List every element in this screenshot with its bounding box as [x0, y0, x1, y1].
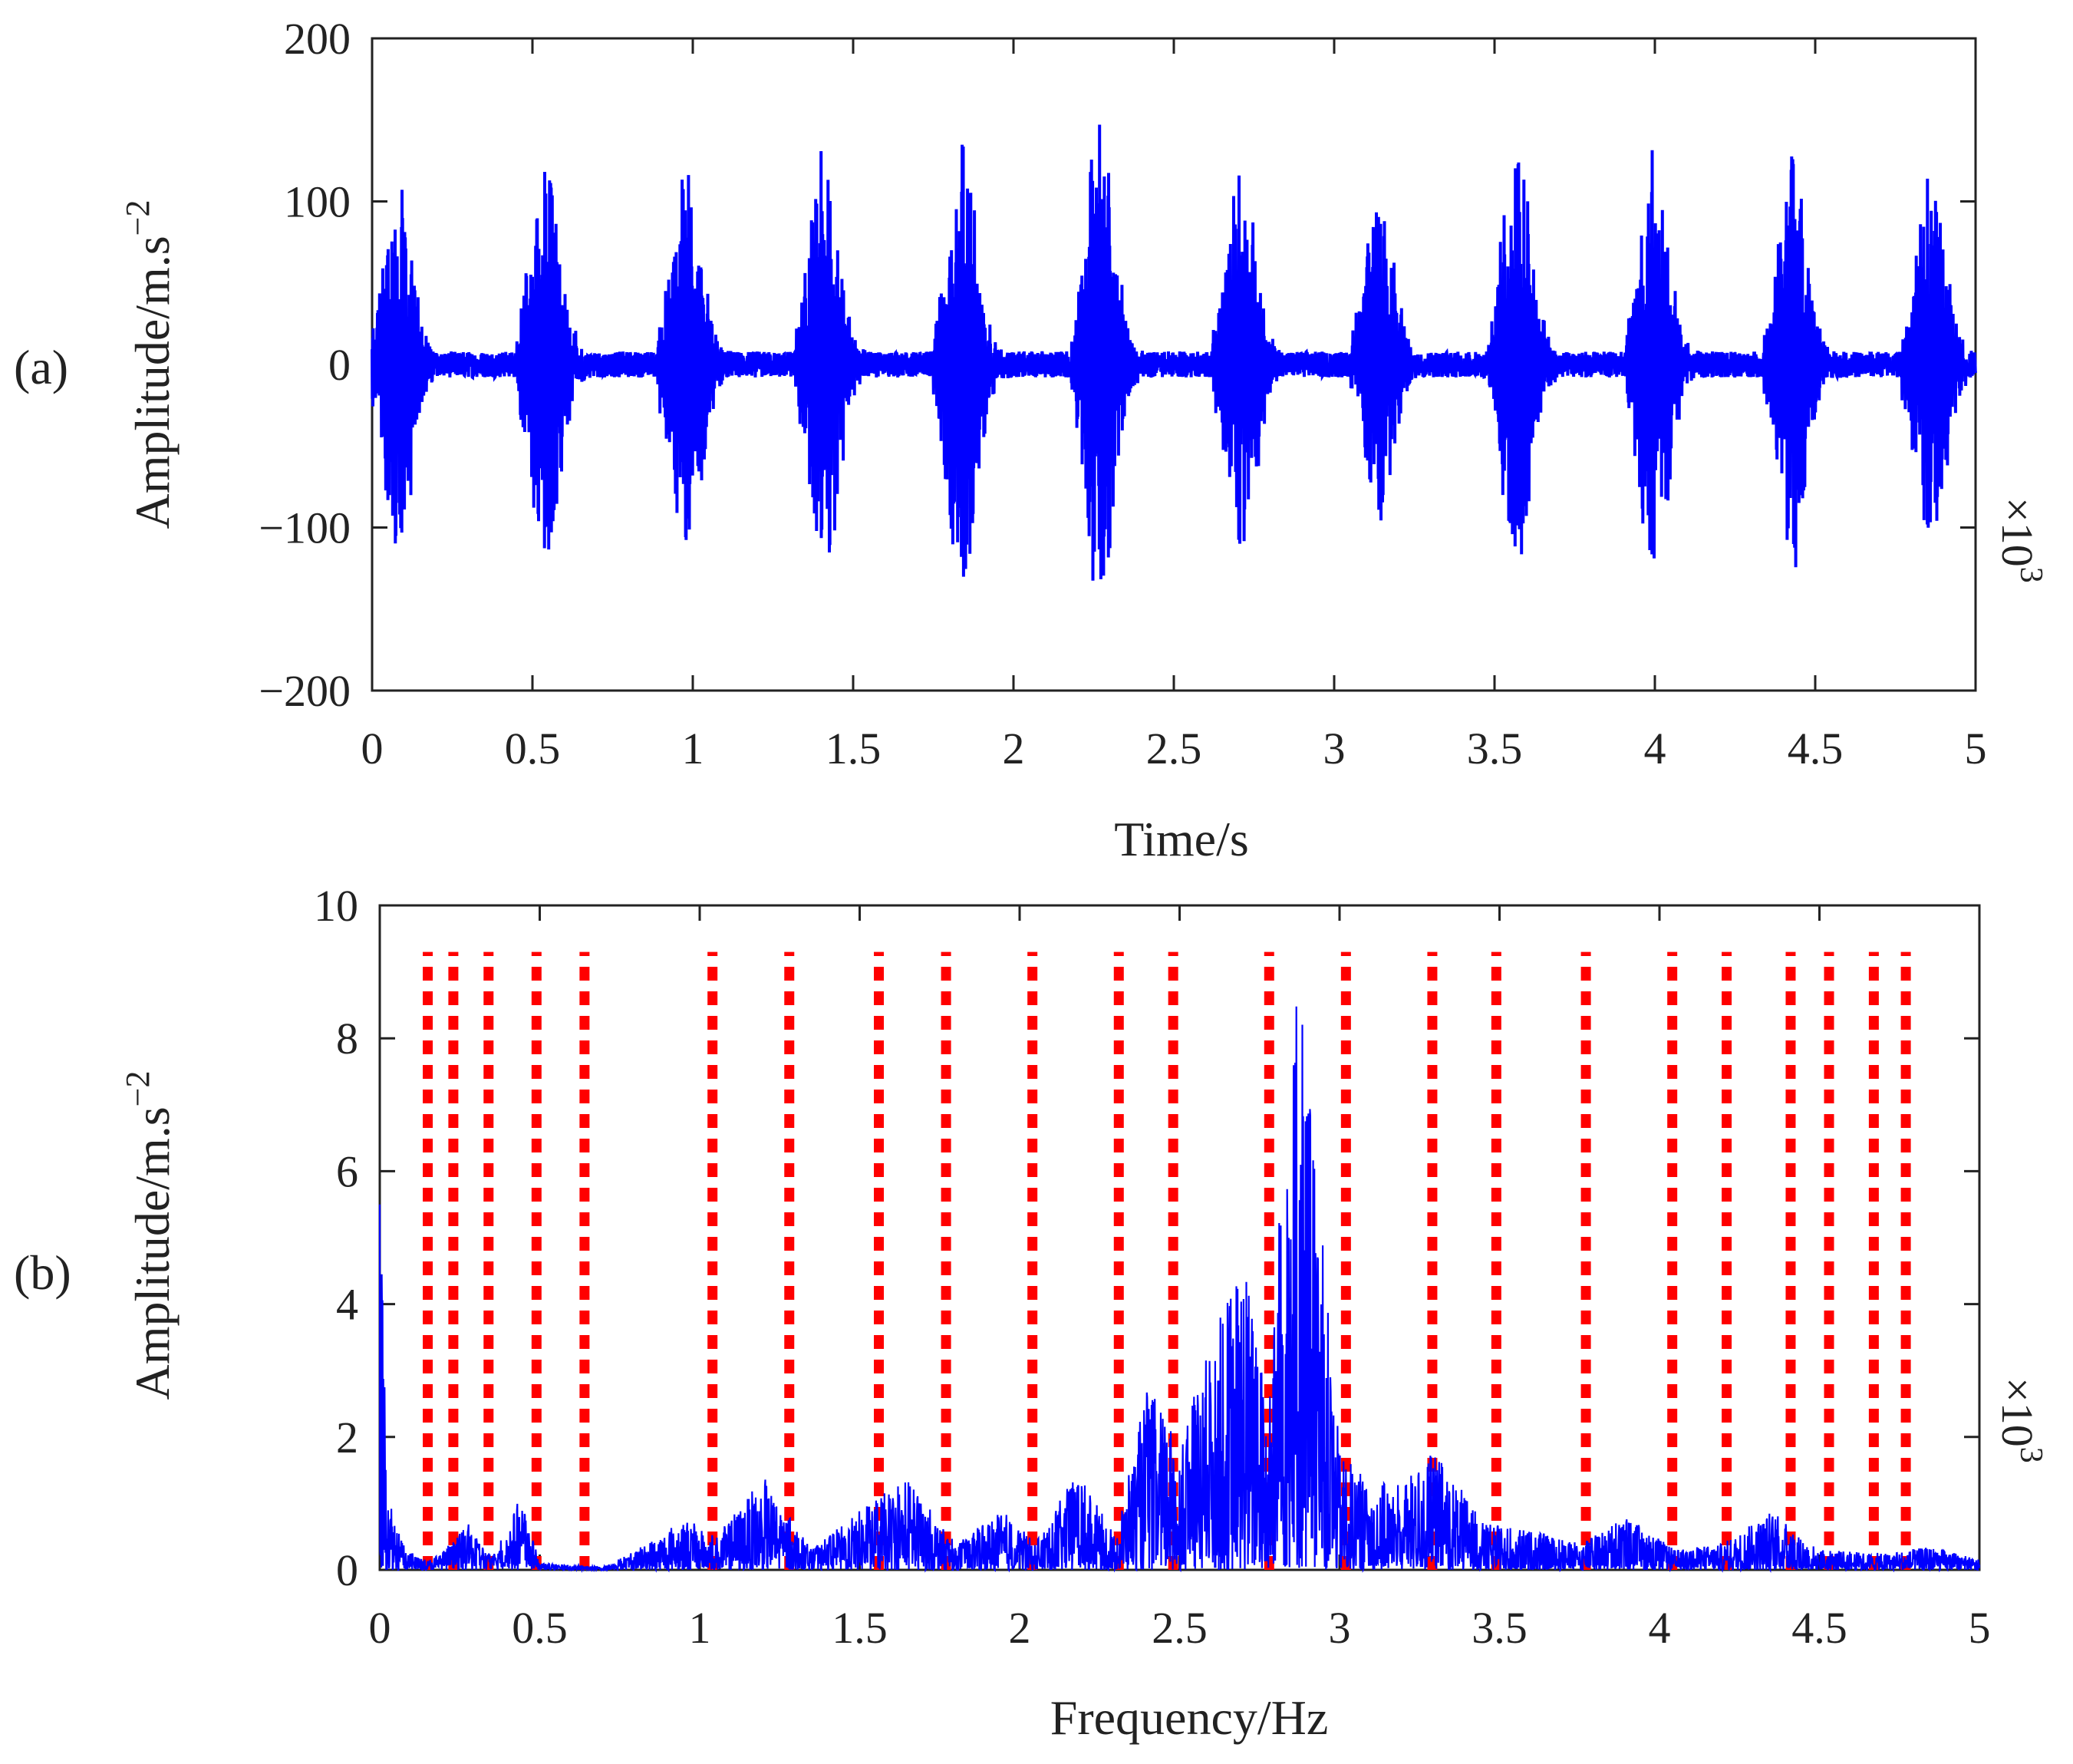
panel-a-xtick-label: 0.5: [505, 724, 561, 773]
panel-b-ytick-label: 8: [336, 1014, 358, 1063]
panel-b-spectrum-path: [378, 1006, 1981, 1574]
panel-a-xtick-label: 5: [1965, 724, 1987, 773]
panel-b-xtick-label: 2.5: [1152, 1603, 1208, 1653]
panel-b-spectrum: 0 2 4 6 8 10 0 0.5 1 1.5 2 2.5 3 3.5 4 4.5 5 (b) Amplit…: [14, 881, 2048, 1745]
panel-b-xtick-label: 1: [689, 1603, 711, 1653]
panel-b-ytick-label: 4: [336, 1280, 358, 1330]
panel-a-xtick-label: 4.5: [1788, 724, 1844, 773]
panel-a-ytick-label: 200: [284, 14, 351, 64]
panel-a-xtick-label: 0: [361, 724, 384, 773]
panel-b-xtick-label: 4.5: [1791, 1603, 1847, 1653]
panel-a-time-signal: −200 −100 0 100 200 0 0.5 1 1.5 2 2.5 3 3.5 4 4.5 5 (a…: [14, 14, 2048, 866]
panel-b-ytick-label: 10: [314, 881, 358, 931]
panel-b-ytick-label: 0: [336, 1545, 358, 1595]
panel-a-ytick-label: −100: [259, 503, 351, 553]
panel-b-label: (b): [14, 1245, 71, 1300]
panel-b-ytick-label: 2: [336, 1413, 358, 1462]
panel-b-xtick-label: 3.5: [1472, 1603, 1528, 1653]
panel-b-xlabel: Frequency/Hz: [1050, 1690, 1329, 1745]
panel-a-ytick-label: 0: [328, 340, 351, 390]
panel-a-multiplier: ×103: [1992, 497, 2048, 583]
panel-a-ylabel: Amplitude/m.s−2: [119, 199, 180, 529]
panel-b-xtick-label: 0: [369, 1603, 391, 1653]
panel-b-ylabel: Amplitude/m.s−2: [119, 1070, 180, 1400]
panel-b-ytick-label: 6: [336, 1146, 358, 1196]
panel-b-xtick-label: 0.5: [512, 1603, 568, 1653]
panel-b-axes-box: [378, 904, 1981, 1571]
panel-a-xtick-label: 2: [1003, 724, 1025, 773]
panel-a-label: (a): [14, 340, 68, 394]
panel-a-ytick-label: 100: [284, 177, 351, 227]
panel-b-xtick-label: 5: [1969, 1603, 1991, 1653]
panel-a-xtick-label: 1: [682, 724, 704, 773]
panel-b-xtick-label: 4: [1649, 1603, 1671, 1653]
panel-b-multiplier: ×103: [1992, 1377, 2048, 1463]
panel-a-xtick-label: 3.5: [1467, 724, 1523, 773]
panel-a-xtick-label: 3: [1323, 724, 1346, 773]
panel-b-xtick-label: 1.5: [832, 1603, 888, 1653]
panel-a-xtick-label: 2.5: [1146, 724, 1202, 773]
panel-b-xtick-label: 2: [1009, 1603, 1031, 1653]
panel-a-signal-line: [371, 124, 1977, 581]
panel-a-signal-path: [371, 124, 1977, 581]
panel-a-xlabel: Time/s: [1114, 812, 1249, 866]
panel-b-xtick-label: 3: [1329, 1603, 1351, 1653]
panel-a-xtick-label: 4: [1644, 724, 1666, 773]
panel-a-ytick-label: −200: [259, 666, 351, 716]
panel-a-xtick-label: 1.5: [826, 724, 882, 773]
panel-b-spectrum-line: [378, 1006, 1981, 1574]
